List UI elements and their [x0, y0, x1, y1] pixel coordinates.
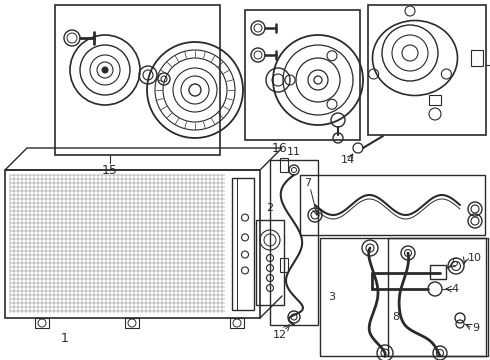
- Text: 5: 5: [451, 258, 459, 268]
- Text: 7: 7: [304, 178, 312, 188]
- Text: 15: 15: [102, 163, 118, 176]
- Text: 4: 4: [451, 284, 459, 294]
- Text: 11: 11: [287, 147, 301, 157]
- Text: 8: 8: [392, 312, 399, 322]
- Text: 14: 14: [341, 155, 355, 165]
- Text: 9: 9: [472, 323, 479, 333]
- Text: 10: 10: [468, 253, 482, 263]
- Bar: [430, 265, 446, 279]
- Bar: [245, 10, 360, 140]
- Bar: [388, 238, 486, 356]
- Text: 1: 1: [61, 332, 69, 345]
- Bar: [230, 318, 244, 328]
- Bar: [471, 50, 483, 66]
- Bar: [270, 160, 318, 325]
- Text: 3: 3: [328, 292, 336, 302]
- Bar: [280, 258, 288, 272]
- Bar: [55, 5, 220, 155]
- Bar: [256, 220, 284, 305]
- Bar: [429, 95, 441, 105]
- Bar: [300, 175, 485, 235]
- Bar: [368, 5, 486, 135]
- Circle shape: [102, 67, 108, 73]
- Bar: [125, 318, 139, 328]
- Bar: [232, 178, 254, 310]
- Text: 2: 2: [267, 203, 273, 213]
- Text: 12: 12: [273, 330, 287, 340]
- Bar: [320, 238, 488, 356]
- Bar: [280, 158, 288, 172]
- Text: 16: 16: [272, 141, 288, 154]
- Bar: [35, 318, 49, 328]
